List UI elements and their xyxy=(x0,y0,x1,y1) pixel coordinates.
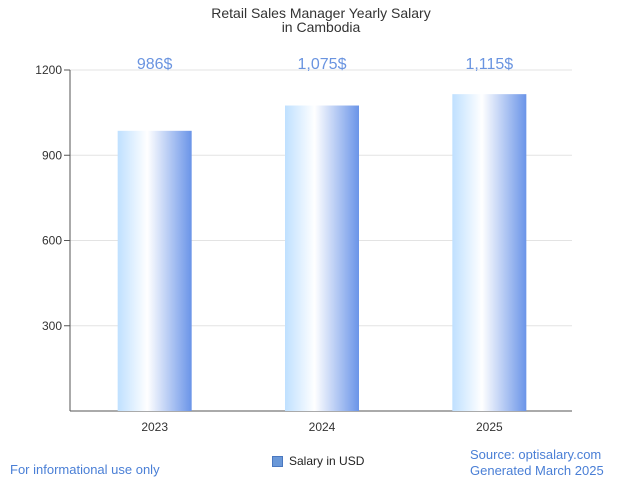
x-tick-label: 2024 xyxy=(309,420,336,434)
disclaimer-text: For informational use only xyxy=(10,462,160,477)
bar-2025 xyxy=(452,94,527,411)
x-tick-label: 2023 xyxy=(141,420,168,434)
legend-swatch xyxy=(272,455,283,467)
chart-title: Retail Sales Manager Yearly Salary xyxy=(211,5,430,21)
bars xyxy=(117,94,527,412)
legend-label: Salary in USD xyxy=(289,454,365,468)
source-block: Source: optisalary.com Generated March 2… xyxy=(470,447,604,479)
y-tick-label: 900 xyxy=(42,148,62,162)
y-tick-label: 1200 xyxy=(35,63,62,77)
chart-subtitle: in Cambodia xyxy=(282,19,361,35)
data-label-2024: 1,075$ xyxy=(298,56,347,73)
bar-2024 xyxy=(285,105,359,411)
legend: Salary in USD xyxy=(272,454,364,468)
data-label-2023: 986$ xyxy=(137,56,173,73)
y-tick-label: 600 xyxy=(42,234,62,248)
bar-2023 xyxy=(117,130,192,412)
labels: 986$ 2023 1,075$ 2024 1,115$ 2025 xyxy=(137,56,513,434)
generated-text: Generated March 2025 xyxy=(470,463,604,478)
source-text: Source: optisalary.com xyxy=(470,447,602,462)
x-tick-label: 2025 xyxy=(476,420,503,434)
y-tick-label: 300 xyxy=(42,319,62,333)
data-label-2025: 1,115$ xyxy=(465,56,513,73)
